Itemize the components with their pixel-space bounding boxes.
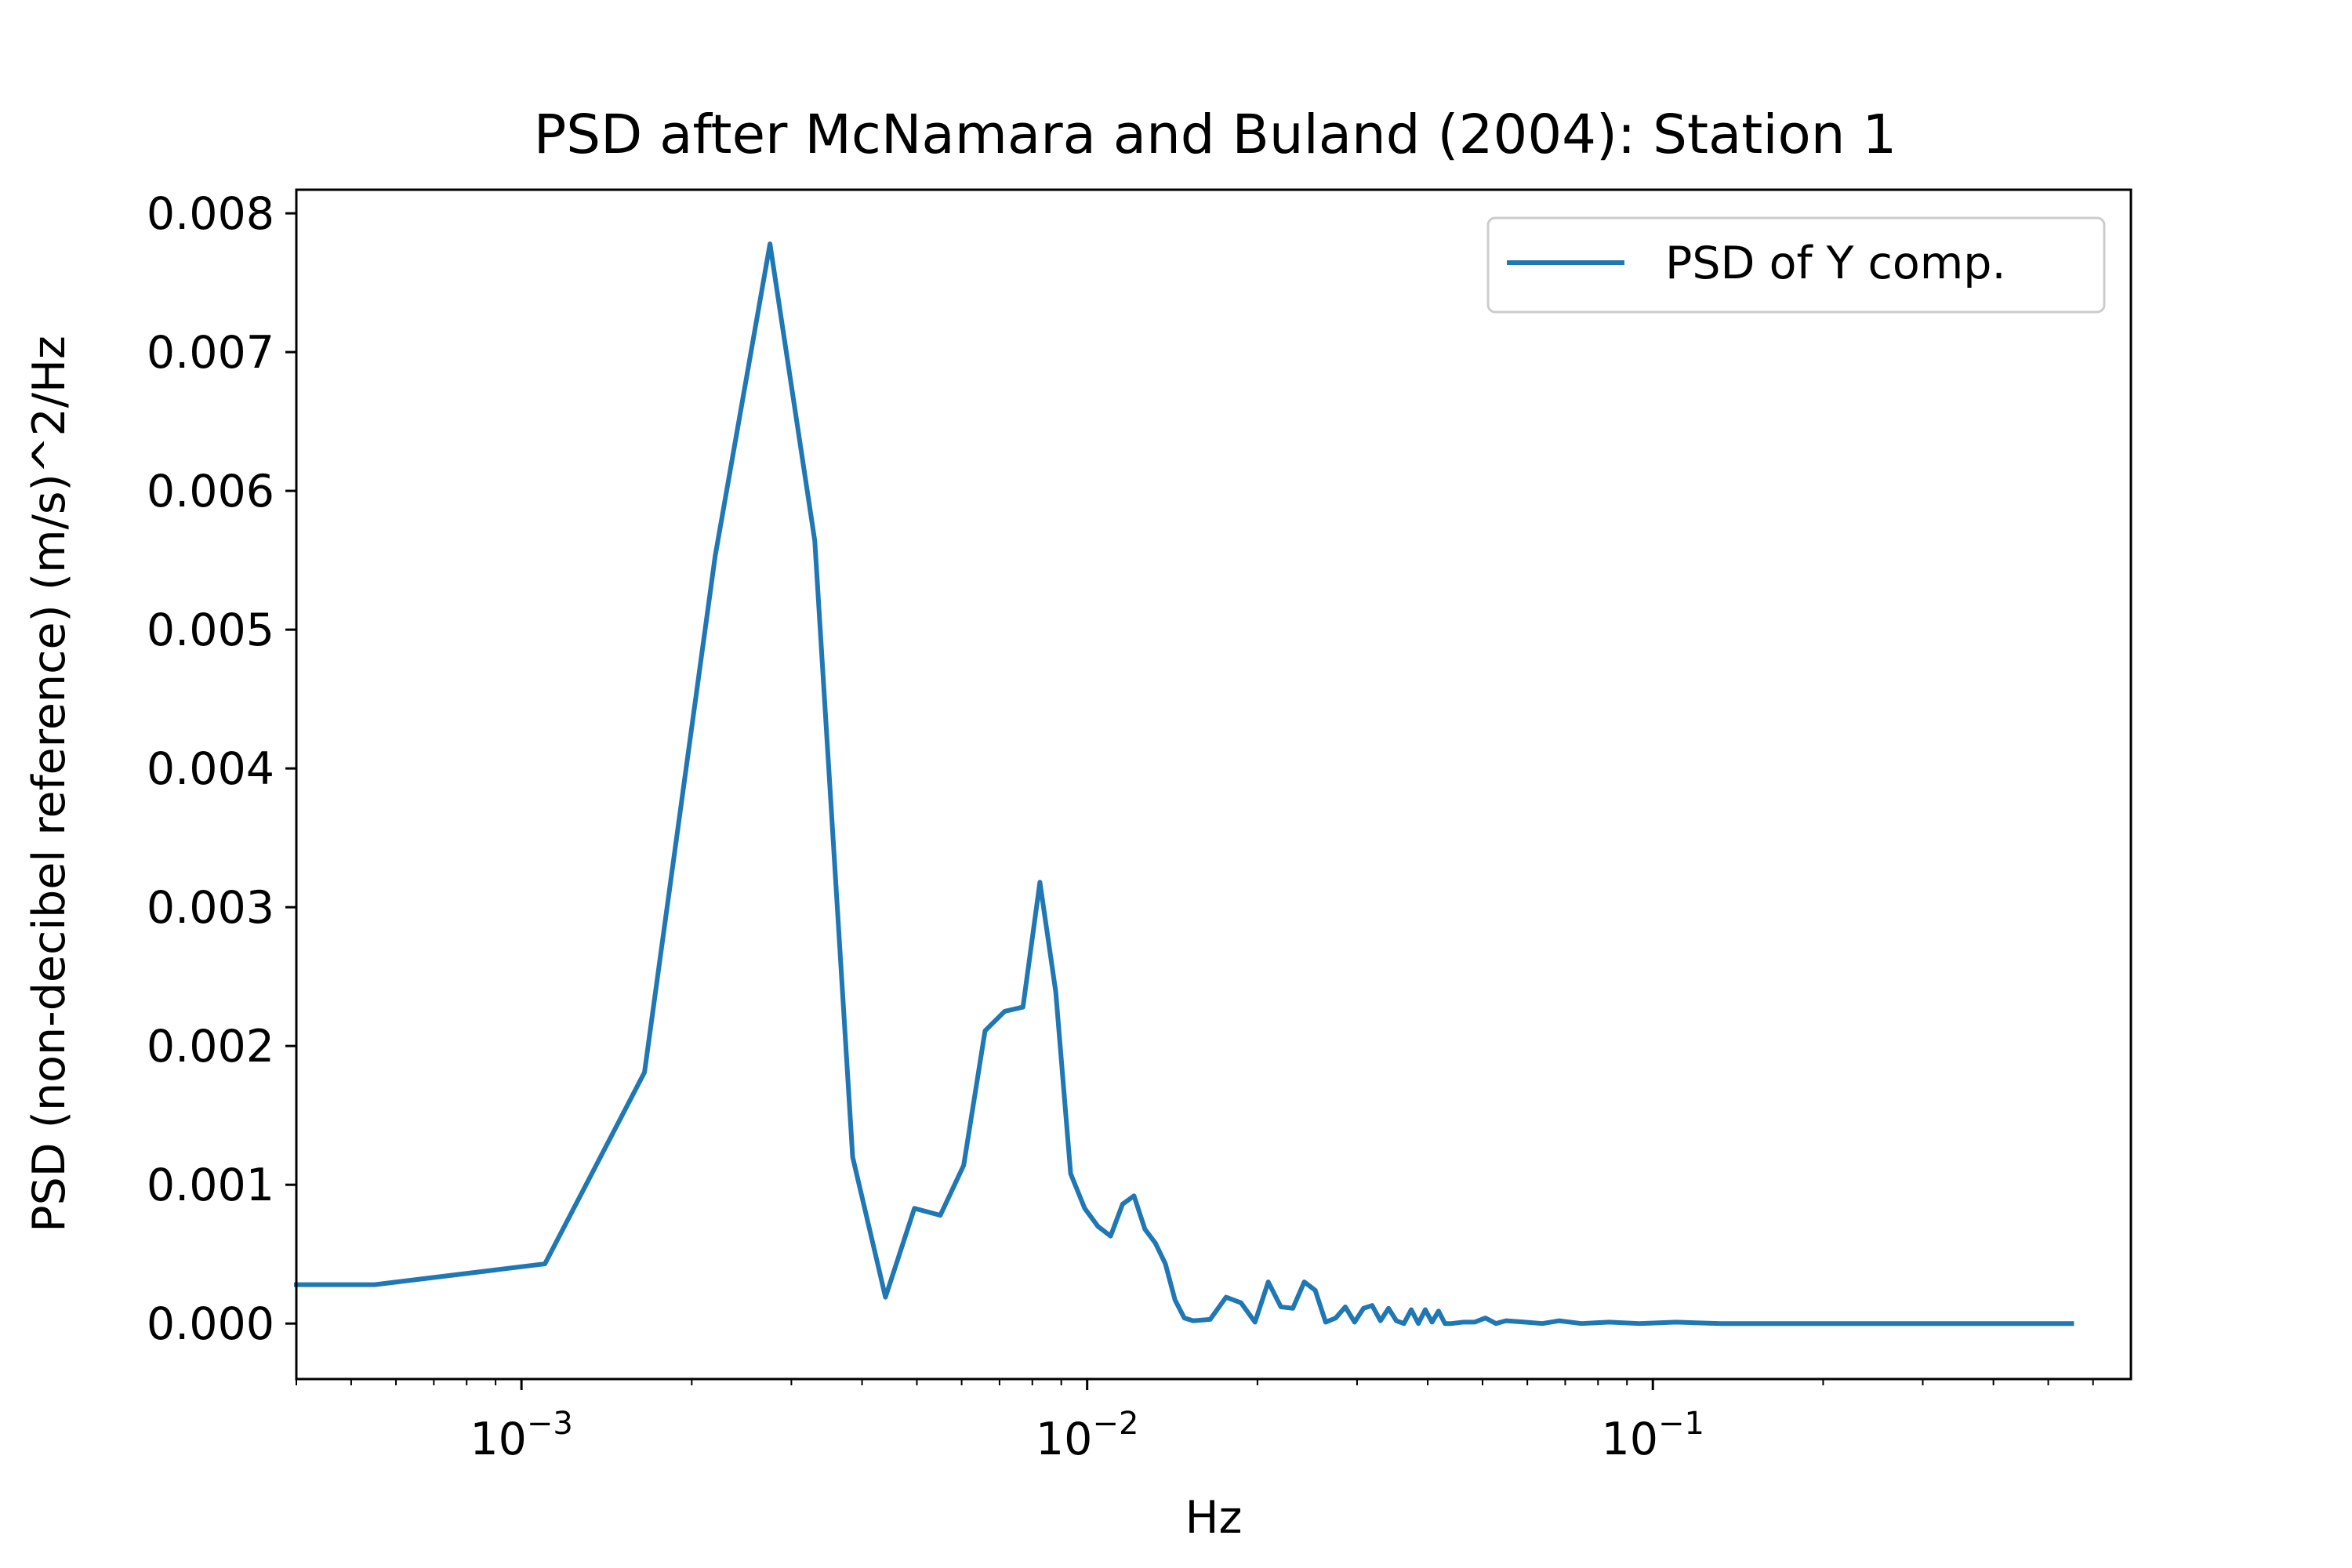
y-tick-label: 0.005 [147,604,274,656]
y-tick-label: 0.001 [147,1160,274,1211]
series-line-0 [294,241,2074,1327]
y-tick-label: 0.004 [147,743,274,795]
y-tick-label: 0.006 [147,466,274,517]
plot-area [294,241,2074,1327]
x-axis-ticks: 10−3 10−2 10−1 [296,1379,2094,1465]
axes-frame [295,188,2132,1381]
y-tick-label: 0.000 [147,1298,274,1350]
legend-entry-psd-y: PSD of Y comp. [1665,238,2006,289]
y-axis-ticks: 0.000 0.001 0.002 0.003 0.004 0.005 0.006 0.007… [147,188,296,1350]
y-tick-label: 0.007 [147,327,274,379]
y-axis-label: PSD (non-decibel reference) (m/s)^2/Hz [24,336,75,1232]
x-tick-label: 10−3 [470,1406,573,1465]
x-tick-label: 10−1 [1601,1406,1704,1465]
y-tick-label: 0.008 [147,188,274,240]
y-tick-label: 0.003 [147,882,274,934]
legend: PSD of Y comp. [1486,216,2106,314]
legend-box [1486,216,2106,314]
chart-title: PSD after McNamara and Buland (2004): St… [534,103,1897,166]
x-tick-label: 10−2 [1036,1406,1139,1465]
y-tick-label: 0.002 [147,1021,274,1073]
x-axis-label: Hz [1185,1492,1243,1544]
